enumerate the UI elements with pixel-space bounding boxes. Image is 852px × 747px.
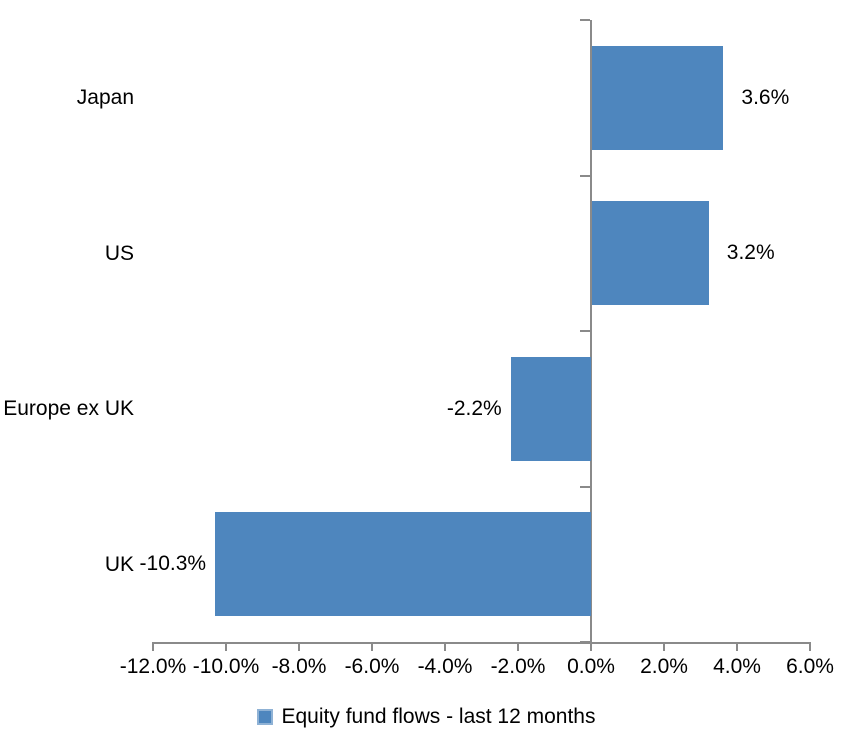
legend-color-swatch xyxy=(256,709,273,725)
data-label-uk: -10.3% xyxy=(139,552,207,576)
bar-us xyxy=(592,201,709,306)
category-label-japan: Japan xyxy=(76,86,134,109)
x-axis-tick xyxy=(371,644,373,651)
x-axis-tick-label: 0.0% xyxy=(567,655,615,678)
category-label-us: US xyxy=(104,241,134,265)
value-axis-line xyxy=(152,642,811,644)
x-axis-tick xyxy=(736,644,738,651)
data-label-us: 3.2% xyxy=(726,241,775,265)
legend: Equity fund flows - last 12 months xyxy=(0,703,852,731)
category-axis-tick xyxy=(580,641,590,643)
x-axis-tick xyxy=(663,644,665,651)
x-axis-tick-label: 4.0% xyxy=(713,655,761,678)
x-axis-tick-label: -6.0% xyxy=(344,655,400,678)
x-axis-tick xyxy=(225,644,227,651)
x-axis-tick-label: -2.0% xyxy=(490,655,546,678)
x-axis-tick xyxy=(517,644,519,651)
x-axis-tick-label: -8.0% xyxy=(271,655,327,678)
category-label-uk: UK xyxy=(104,552,134,576)
x-axis-tick xyxy=(590,644,592,651)
x-axis-tick-label: 2.0% xyxy=(640,655,688,678)
data-label-japan: 3.6% xyxy=(741,85,790,109)
category-axis-tick xyxy=(580,485,590,488)
x-axis-tick xyxy=(809,644,811,651)
bar-uk xyxy=(215,512,591,617)
category-axis-tick xyxy=(580,19,590,21)
data-label-europe-ex-uk: -2.2% xyxy=(446,396,502,420)
x-axis-tick xyxy=(152,644,154,651)
x-axis-tick-label: -4.0% xyxy=(417,655,473,678)
x-axis-tick xyxy=(444,644,446,651)
category-axis-tick xyxy=(580,174,590,177)
x-axis-tick-label: -12.0% xyxy=(119,655,187,678)
category-axis-line xyxy=(590,20,592,644)
category-axis-tick xyxy=(580,330,590,332)
bar-europe-ex-uk xyxy=(510,356,591,461)
category-label-europe-ex-uk: Europe ex UK xyxy=(3,397,134,420)
x-axis-tick xyxy=(298,644,300,651)
bar-japan xyxy=(592,45,724,150)
x-axis-tick-label: 6.0% xyxy=(786,655,834,678)
x-axis-tick-label: -10.0% xyxy=(192,655,260,678)
legend-series-label: Equity fund flows - last 12 months xyxy=(281,705,596,728)
